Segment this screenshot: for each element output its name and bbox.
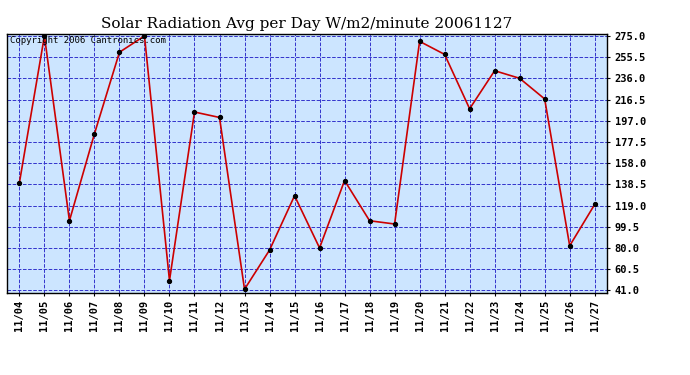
Text: Copyright 2006 Cantronics.com: Copyright 2006 Cantronics.com <box>10 36 166 45</box>
Title: Solar Radiation Avg per Day W/m2/minute 20061127: Solar Radiation Avg per Day W/m2/minute … <box>101 17 513 31</box>
